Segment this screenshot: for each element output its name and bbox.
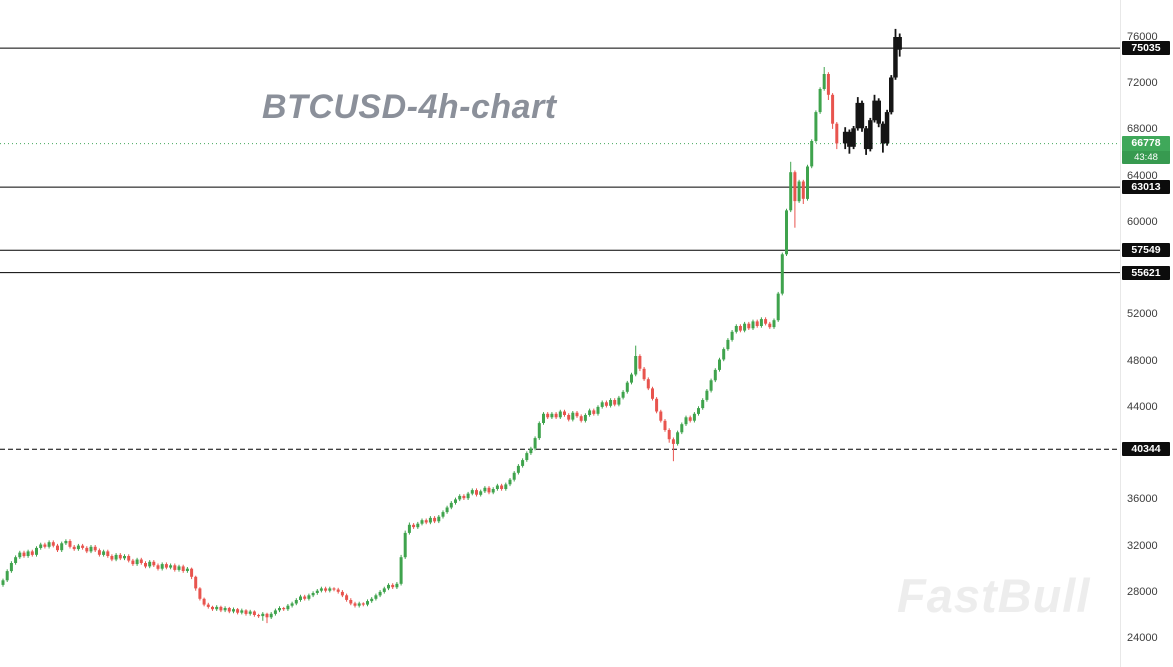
price-level-badge: 63013 (1122, 180, 1170, 195)
current-price-value: 66778 (1122, 135, 1170, 151)
chart-title: BTCUSD-4h-chart (262, 88, 557, 126)
price-tick-label: 64000 (1127, 169, 1158, 182)
price-tick-label: 36000 (1127, 493, 1158, 506)
price-axis[interactable]: 76000 72000 68000 64000 60000 52000 48000 44000… (1120, 0, 1173, 667)
price-tick-label: 76000 (1127, 30, 1158, 43)
price-tick-label: 68000 (1127, 123, 1158, 136)
bar-close-countdown: 43:48 (1122, 150, 1170, 164)
price-tick-label: 52000 (1127, 308, 1158, 321)
price-level-badge: 40344 (1122, 442, 1170, 457)
price-tick-label: 28000 (1127, 585, 1158, 598)
price-tick-label: 44000 (1127, 400, 1158, 413)
price-tick-label: 48000 (1127, 354, 1158, 367)
price-tick-label: 32000 (1127, 539, 1158, 552)
fastbull-watermark: FastBull (897, 569, 1091, 622)
price-level-badge: 75035 (1122, 41, 1170, 56)
price-tick-label: 72000 (1127, 77, 1158, 90)
current-price-badge: 66778 43:48 (1122, 135, 1170, 164)
price-tick-label: 24000 (1127, 632, 1158, 645)
price-level-badge: 57549 (1122, 243, 1170, 258)
price-tick-label: 60000 (1127, 215, 1158, 228)
price-level-badge: 55621 (1122, 265, 1170, 280)
